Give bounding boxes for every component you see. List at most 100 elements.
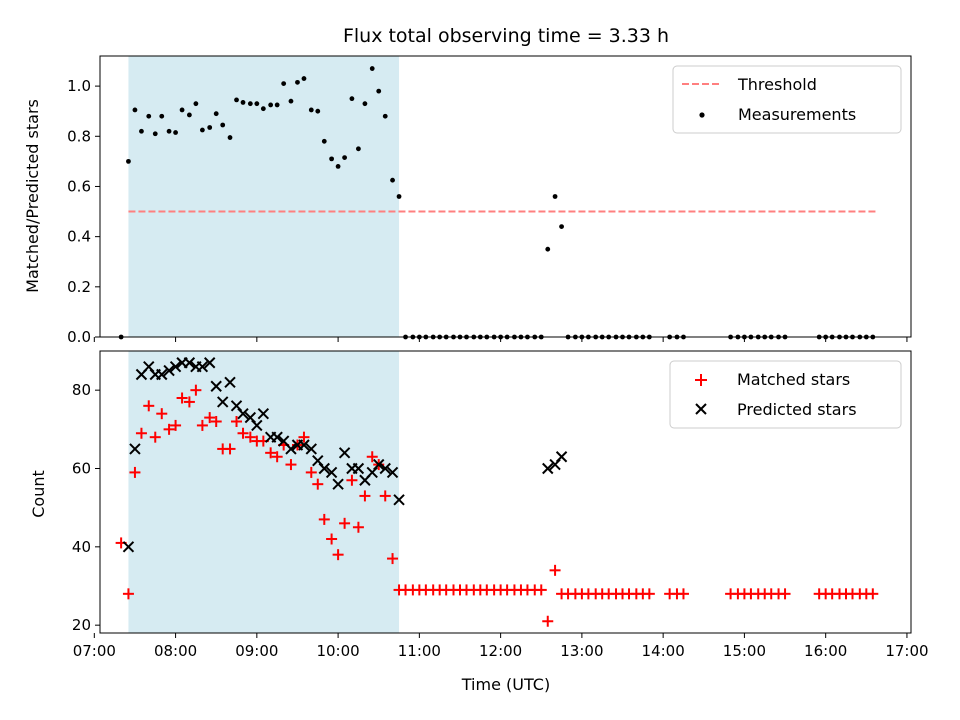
matched-star-point [867,588,879,600]
matched-star-point [244,431,256,443]
measurement-point [281,81,287,86]
matched-star-point [196,419,208,431]
y-tick-label: 60 [72,460,91,478]
measurement-point [173,130,178,135]
measurement-point [274,102,280,108]
measurement-point [159,113,165,119]
y-tick-label: 80 [72,381,91,399]
predicted-star-point [386,466,399,479]
predicted-star-point [393,494,405,506]
y-tick-label: 0.2 [67,278,91,296]
legend-threshold-label: Threshold [737,75,817,94]
matched-star-point [129,466,141,478]
predicted-star-point [237,407,249,420]
predicted-star-point [224,376,236,389]
matched-star-point [305,466,317,478]
predicted-star-point [555,451,568,463]
legend-matched-label: Matched stars [737,370,850,389]
measurement-point [260,106,266,112]
matched-star-point [149,431,161,443]
measurement-point [166,128,172,134]
predicted-star-point [305,443,317,455]
measurement-point [254,101,260,107]
matched-star-point [339,517,351,529]
bottom-plot-frame [99,350,912,634]
x-tick-label: 15:00 [723,642,766,660]
measurement-point [559,224,564,230]
matched-star-point [677,588,689,600]
predicted-star-point [338,447,351,459]
matched-star-point [387,553,399,565]
matched-star-point [156,408,168,420]
x-tick-label: 13:00 [560,642,603,660]
matched-star-point [210,416,222,427]
predicted-star-point [271,431,283,443]
measurement-point [356,146,361,152]
measurement-point [152,131,158,137]
measurement-point [315,108,321,114]
matched-star-point [298,431,310,443]
matched-star-point [366,451,378,463]
measurement-point [342,155,348,161]
bottom-panel: 20 40 60 80 07:00 08:00 09:00 10:00 11:00 12:00 1… [29,350,929,694]
matched-star-point [237,427,249,439]
top-panel: 0.0 0.2 0.4 0.6 0.8 1.0 Matched/Predicted sta… [23,55,912,346]
measurement-point [321,138,327,144]
measurement-point [193,101,199,107]
measurement-point [186,112,192,118]
measurement-point [268,102,274,108]
top-plot-frame [99,55,912,338]
matched-star-point [346,474,358,486]
x-tick-label: 12:00 [479,642,522,660]
x-tick-label: 07:00 [73,642,116,660]
matched-star-point [359,490,371,502]
measurement-point [132,107,138,113]
predicted-star-point [183,357,196,369]
measurement-point [126,158,131,164]
y-tick-label: 1.0 [67,77,91,95]
predicted-star-point [216,396,229,408]
top-y-axis-label: Matched/Predicted stars [23,99,42,293]
predicted-star-point [352,462,365,475]
legend-predicted-swatch [695,403,707,415]
matched-star-point [542,615,554,627]
figure-title: Flux total observing time = 3.33 h [343,25,669,47]
matched-star-point [326,533,338,545]
matched-star-point [265,447,277,459]
matched-star-point [318,513,330,525]
bottom-legend: Matched stars Predicted stars [669,360,902,429]
measurement-point [240,100,246,105]
measurement-point [545,246,551,252]
predicted-star-point [318,462,330,475]
predicted-star-point [257,407,270,420]
y-tick-label: 0.6 [67,177,91,195]
measurement-point [146,113,152,119]
predicted-star-point [163,364,175,377]
measurement-point [362,101,368,107]
y-tick-label: 20 [72,616,91,634]
measurement-point [308,107,314,113]
matched-star-point [176,392,188,404]
predicted-star-point [325,466,338,479]
legend-matched-swatch [695,374,707,386]
measurement-point [247,101,253,107]
predicted-star-point [122,541,135,553]
measurement-point [376,88,382,94]
y-tick-label: 40 [72,538,91,556]
y-tick-label: 0.8 [67,127,91,145]
predicted-star-point [298,439,310,451]
matched-star-point [122,588,134,600]
matched-star-point [204,412,216,424]
measurement-point [139,128,144,134]
shaded-observing-window [128,351,400,633]
matched-star-point [352,521,364,533]
x-tick-label: 09:00 [235,642,278,660]
x-axis-label: Time (UTC) [461,675,550,694]
x-tick-label: 11:00 [398,642,441,660]
x-tick-label: 10:00 [316,642,359,660]
measurement-point [179,107,185,113]
predicted-star-point [169,360,182,373]
matched-star-point [231,416,243,427]
predicted-star-point [373,458,385,471]
